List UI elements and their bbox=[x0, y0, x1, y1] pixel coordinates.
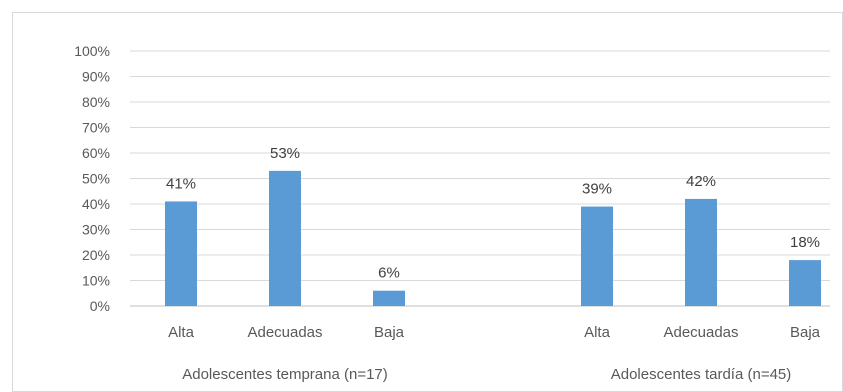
gridlines bbox=[130, 50, 830, 307]
bars: 41% 53% 6% 39% 42% 18% bbox=[165, 145, 821, 306]
data-label: 39% bbox=[582, 181, 612, 198]
bar-baja bbox=[373, 290, 405, 306]
y-tick-label: 70% bbox=[82, 120, 110, 136]
y-tick-label: 100% bbox=[74, 43, 110, 59]
y-tick-label: 50% bbox=[82, 171, 110, 187]
y-tick-label: 0% bbox=[90, 298, 110, 314]
y-tick-label: 20% bbox=[82, 247, 110, 263]
category-label: Alta bbox=[584, 324, 611, 341]
bar-adecuadas bbox=[685, 198, 717, 306]
category-label: Adecuadas bbox=[663, 324, 738, 341]
data-label: 42% bbox=[686, 173, 716, 190]
group-label: Adolescentes tardía (n=45) bbox=[611, 366, 792, 383]
y-tick-label: 80% bbox=[82, 94, 110, 110]
y-tick-label: 40% bbox=[82, 196, 110, 212]
bar-baja bbox=[789, 260, 821, 306]
data-label: 53% bbox=[270, 145, 300, 162]
data-label: 18% bbox=[790, 234, 820, 251]
y-tick-label: 30% bbox=[82, 222, 110, 238]
data-label: 6% bbox=[378, 265, 400, 282]
bar-alta bbox=[581, 206, 613, 306]
bar-chart: 0% 10% 20% 30% 40% 50% 60% 70% 80% 90% 100% 41% 53%… bbox=[74, 43, 830, 383]
category-label: Alta bbox=[168, 324, 195, 341]
y-tick-label: 10% bbox=[82, 273, 110, 289]
category-label: Baja bbox=[790, 324, 821, 341]
bar-alta bbox=[165, 201, 197, 306]
y-axis: 0% 10% 20% 30% 40% 50% 60% 70% 80% 90% 100% bbox=[74, 43, 110, 314]
y-tick-label: 90% bbox=[82, 69, 110, 85]
x-axis: Alta Adecuadas Baja Adolescentes temprana (… bbox=[168, 324, 821, 383]
y-tick-label: 60% bbox=[82, 145, 110, 161]
category-label: Adecuadas bbox=[247, 324, 322, 341]
group-label: Adolescentes temprana (n=17) bbox=[182, 366, 388, 383]
data-label: 41% bbox=[166, 175, 196, 192]
category-label: Baja bbox=[374, 324, 405, 341]
bar-adecuadas bbox=[269, 170, 301, 306]
